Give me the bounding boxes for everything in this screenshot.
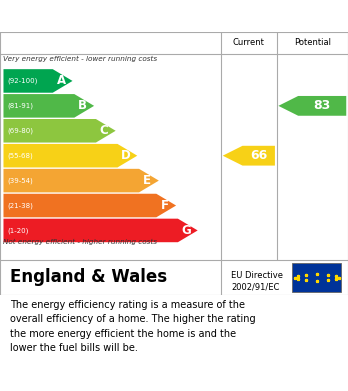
Polygon shape [223, 146, 275, 165]
Polygon shape [278, 96, 346, 116]
Text: (1-20): (1-20) [8, 227, 29, 234]
Text: (21-38): (21-38) [8, 202, 33, 209]
Text: 66: 66 [250, 149, 267, 162]
Text: A: A [56, 74, 66, 88]
Text: Not energy efficient - higher running costs: Not energy efficient - higher running co… [3, 239, 158, 245]
Text: (69-80): (69-80) [8, 127, 34, 134]
Text: Energy Efficiency Rating: Energy Efficiency Rating [10, 9, 220, 23]
Text: England & Wales: England & Wales [10, 269, 168, 287]
Text: 83: 83 [314, 99, 331, 112]
Text: 2002/91/EC: 2002/91/EC [231, 283, 280, 292]
Text: (81-91): (81-91) [8, 102, 34, 109]
Polygon shape [3, 119, 116, 143]
Text: G: G [181, 224, 191, 237]
FancyBboxPatch shape [292, 263, 341, 292]
Text: The energy efficiency rating is a measure of the
overall efficiency of a home. T: The energy efficiency rating is a measur… [10, 300, 256, 353]
Polygon shape [3, 169, 159, 192]
Text: (55-68): (55-68) [8, 152, 33, 159]
Text: E: E [143, 174, 151, 187]
Text: F: F [161, 199, 169, 212]
Text: EU Directive: EU Directive [231, 271, 283, 280]
Polygon shape [3, 194, 176, 217]
Text: (39-54): (39-54) [8, 178, 33, 184]
Text: Current: Current [233, 38, 265, 47]
Text: Very energy efficient - lower running costs: Very energy efficient - lower running co… [3, 56, 158, 62]
Text: Potential: Potential [294, 38, 331, 47]
Polygon shape [3, 69, 72, 93]
Polygon shape [3, 94, 94, 118]
Polygon shape [3, 144, 137, 167]
Text: B: B [78, 99, 87, 112]
Polygon shape [3, 219, 198, 242]
Text: D: D [121, 149, 130, 162]
Text: C: C [100, 124, 109, 137]
Text: (92-100): (92-100) [8, 78, 38, 84]
